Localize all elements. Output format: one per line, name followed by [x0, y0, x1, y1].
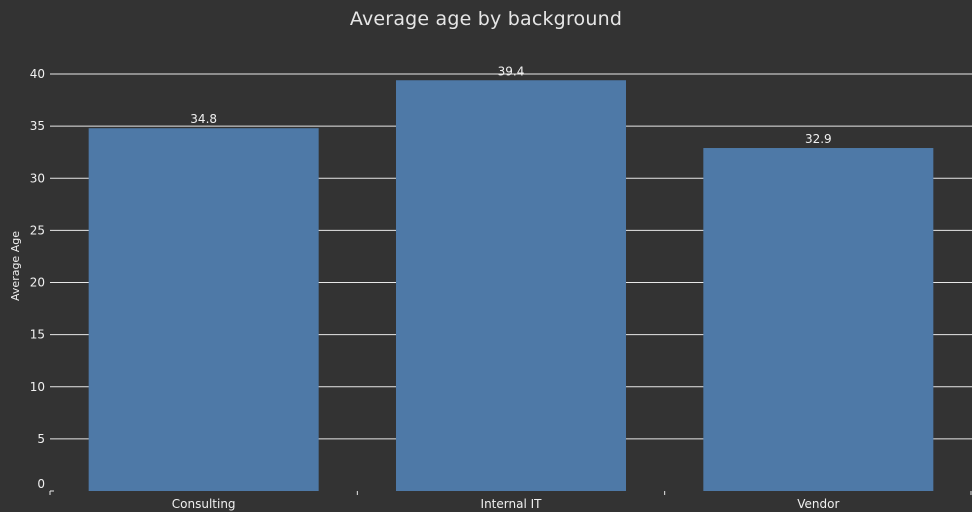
x-category-label: Vendor	[797, 497, 839, 511]
y-tick-label: 15	[30, 328, 45, 342]
bars	[88, 80, 934, 491]
bar-consulting	[88, 128, 319, 491]
x-category-label: Consulting	[172, 497, 236, 511]
chart-title: Average age by background	[349, 8, 623, 30]
y-axis-ticks: 0 5 10 15 20 25 30 35 40	[30, 67, 45, 491]
bar-internal-it	[396, 80, 626, 491]
y-tick-label: 40	[30, 67, 45, 81]
data-labels: 34.8 39.4 32.9	[190, 64, 831, 146]
x-category-label: Internal IT	[481, 497, 543, 511]
y-tick-label: 10	[30, 380, 45, 394]
y-tick-label: 30	[30, 171, 45, 185]
y-tick-label: 0	[37, 477, 45, 491]
data-label: 34.8	[190, 112, 217, 126]
y-tick-label: 20	[30, 276, 45, 290]
y-axis-title: Average Age	[9, 231, 22, 301]
y-tick-label: 5	[37, 432, 45, 446]
x-axis: Consulting Internal IT Vendor	[49, 490, 972, 511]
bar-vendor	[703, 148, 934, 491]
data-label: 39.4	[498, 64, 525, 78]
y-tick-label: 25	[30, 223, 45, 237]
y-tick-label: 35	[30, 119, 45, 133]
data-label: 32.9	[805, 132, 832, 146]
